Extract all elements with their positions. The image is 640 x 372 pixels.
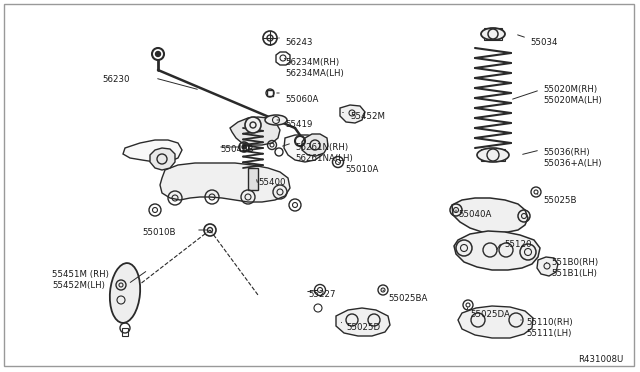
Text: 55227: 55227 (308, 290, 335, 299)
Text: 55400: 55400 (258, 178, 285, 187)
Text: 55451M (RH)
55452M(LH): 55451M (RH) 55452M(LH) (52, 270, 109, 290)
Polygon shape (302, 134, 328, 156)
Text: 56261N(RH)
56261NA(LH): 56261N(RH) 56261NA(LH) (295, 143, 353, 163)
Bar (267, 90, 273, 96)
Text: 55452M: 55452M (350, 112, 385, 121)
Circle shape (156, 51, 161, 57)
Circle shape (245, 117, 261, 133)
Text: 55034: 55034 (530, 38, 557, 47)
Text: 56234M(RH)
56234MA(LH): 56234M(RH) 56234MA(LH) (285, 58, 344, 78)
Polygon shape (284, 135, 325, 162)
Ellipse shape (477, 148, 509, 162)
Polygon shape (123, 140, 182, 162)
Ellipse shape (265, 115, 287, 125)
Bar (122, 328, 128, 336)
Polygon shape (537, 257, 558, 276)
Text: 55010B: 55010B (142, 228, 175, 237)
Polygon shape (458, 306, 533, 338)
Text: 55020M(RH)
55020MA(LH): 55020M(RH) 55020MA(LH) (543, 85, 602, 105)
Text: 55120: 55120 (504, 240, 531, 249)
Polygon shape (230, 117, 280, 145)
Bar (248, 168, 258, 190)
Text: 55040A: 55040A (458, 210, 492, 219)
Circle shape (242, 145, 246, 149)
Ellipse shape (481, 28, 505, 40)
Polygon shape (340, 105, 365, 123)
Text: 56243: 56243 (285, 38, 312, 47)
Text: 55025D: 55025D (346, 323, 380, 332)
Polygon shape (336, 308, 390, 336)
Polygon shape (452, 198, 528, 233)
Text: 55110(RH)
55111(LH): 55110(RH) 55111(LH) (526, 318, 573, 338)
Text: 55419: 55419 (285, 120, 312, 129)
Text: R431008U: R431008U (578, 355, 623, 364)
Text: 55025BA: 55025BA (388, 294, 428, 303)
Ellipse shape (110, 263, 140, 323)
Polygon shape (160, 163, 290, 202)
Text: 56230: 56230 (102, 75, 129, 84)
Text: 55025DA: 55025DA (470, 310, 510, 319)
Text: 55010A: 55010A (345, 165, 378, 174)
Text: 55060A: 55060A (285, 95, 318, 104)
Text: 55040B: 55040B (220, 145, 253, 154)
Bar (484, 28, 502, 40)
Text: 551B0(RH)
551B1(LH): 551B0(RH) 551B1(LH) (551, 258, 598, 278)
Text: 55025B: 55025B (543, 196, 577, 205)
Bar (481, 149, 505, 161)
Polygon shape (150, 148, 175, 170)
Polygon shape (454, 231, 540, 270)
Text: 55036(RH)
55036+A(LH): 55036(RH) 55036+A(LH) (543, 148, 602, 168)
